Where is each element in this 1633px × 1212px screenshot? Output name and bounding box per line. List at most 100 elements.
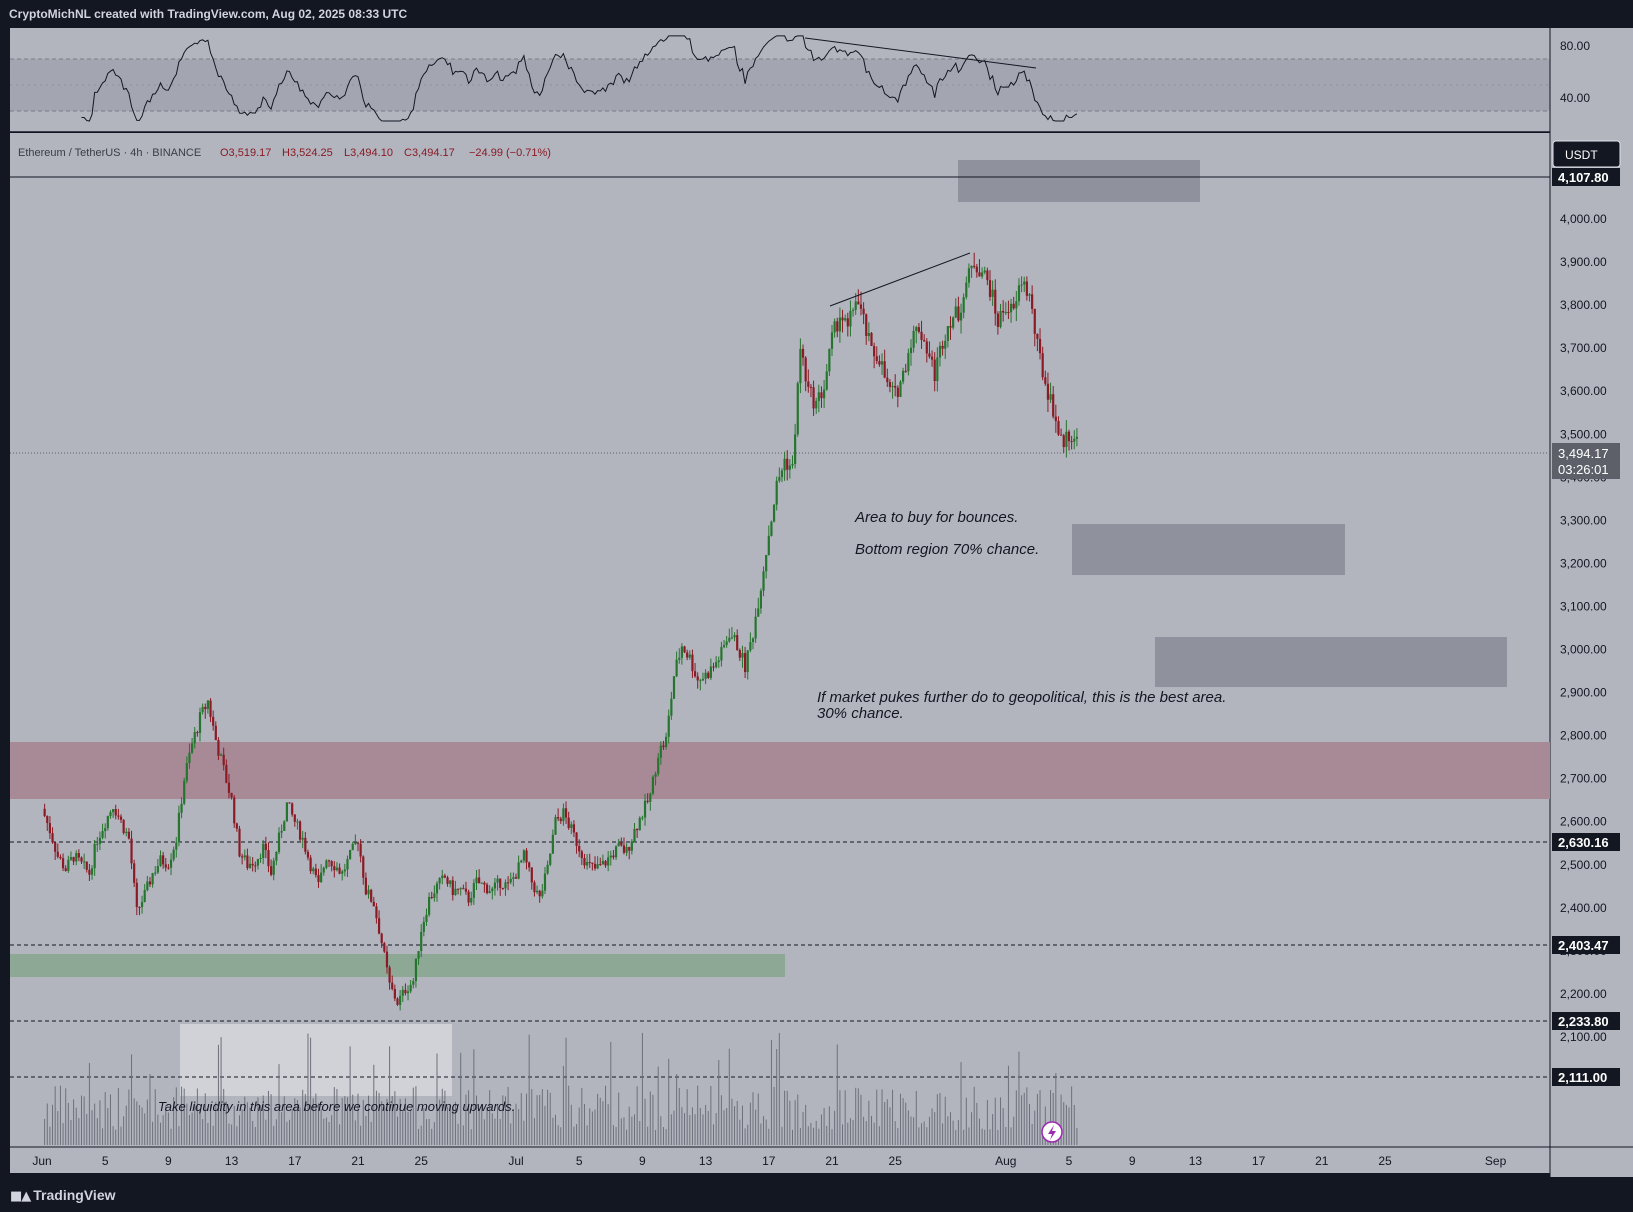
candle-body [833,321,836,333]
candle-body [1009,303,1013,313]
time-tick-label: Sep [1485,1154,1507,1168]
candle-body [459,888,462,890]
candle-body [973,265,976,267]
candle-body [622,845,626,853]
level-price-label-2: 2,403.47 [1552,936,1620,954]
candle-body [414,958,418,982]
candle-body [462,888,465,890]
tradingview-logo[interactable]: ■▲ TradingView [10,1187,116,1204]
rsi-tick-label: 80.00 [1560,39,1590,53]
rsi-line [81,35,1078,122]
candle-body [467,891,470,903]
candle-body [617,842,620,847]
candle-body [272,860,275,875]
candle-body [754,616,757,639]
candle-body [691,654,694,672]
candle-body [227,782,231,793]
candle-body [920,331,923,340]
candle-body [446,877,449,884]
candle-body [59,856,62,859]
candle-body [135,882,138,907]
candle-body [591,862,594,864]
candle-body [183,780,186,804]
candle-body [528,862,531,868]
annotation-liquidity: Take liquidity in this area before we co… [158,1099,515,1114]
candle-body [67,859,70,871]
candle-body [488,891,491,894]
candle-body [596,864,599,869]
candle-body [341,871,344,874]
candle-body [106,816,109,829]
candle-body [196,732,199,734]
candle-body [859,304,863,309]
candle-body [778,477,781,481]
currency-badge[interactable]: USDT [1552,140,1621,168]
candle-body [401,989,404,996]
candle-body [1004,312,1007,314]
candle-body [454,888,457,896]
candle-body [499,878,502,888]
candle-body [77,853,80,858]
candle-body [978,272,981,277]
candle-body [219,754,223,756]
time-tick-label: 17 [288,1154,302,1168]
candle-body [306,851,310,858]
candle-body [975,266,978,273]
ohlc-low: L3,494.10 [344,147,393,159]
candle-body [93,843,96,869]
candle-body [809,386,813,388]
time-tick-label: 13 [699,1154,713,1168]
candle-body [570,824,573,828]
candle-body [96,843,99,845]
ohlc-high: H3,524.25 [282,147,333,159]
candle-body [728,637,731,642]
level-price-label-1: 2,630.16 [1552,833,1620,851]
time-tick-label: 5 [102,1154,109,1168]
candle-body [564,808,568,818]
candle-body [264,843,267,851]
candle-body [665,736,668,748]
candle-body [981,272,984,277]
candle-body [1057,421,1060,435]
candle-body [325,860,328,868]
candle-body [733,635,736,638]
candle-body [712,666,715,668]
candle-body [801,348,805,358]
candle-body [667,715,670,737]
candle-body [880,361,884,365]
candle-body [188,752,191,764]
candle-body [538,890,541,897]
lightning-icon[interactable] [1041,1121,1063,1143]
price-tick-label: 2,200.00 [1560,987,1607,1001]
candle-body [923,339,926,342]
candle-body [836,321,839,332]
candle-body [351,844,354,850]
candle-body [98,837,102,844]
candle-body [541,890,544,897]
time-tick-label: 21 [825,1154,839,1168]
candle-body [867,332,870,336]
candle-body [657,757,660,774]
candle-body [683,646,686,653]
price-tick-label: 2,100.00 [1560,1030,1607,1044]
candle-body [88,869,91,875]
candle-body [936,357,939,382]
candle-body [117,815,120,817]
time-tick-label: 17 [762,1154,776,1168]
candle-body [680,646,683,658]
candle-body [1023,281,1026,285]
candle-body [327,860,331,862]
candle-body [557,817,560,819]
candle-body [946,326,949,341]
candle-body [1007,312,1010,314]
candle-body [1012,303,1015,309]
candle-body [722,645,726,648]
candle-body [212,716,215,726]
candle-body [507,882,510,884]
price-tick-label: 3,700.00 [1560,341,1607,355]
candle-body [72,857,75,862]
price-chart[interactable]: Ethereum / TetherUS · 4h · BINANCE O3,51… [0,28,1633,1177]
candle-body [449,880,452,884]
candle-body [817,392,820,401]
candle-body [491,888,494,892]
